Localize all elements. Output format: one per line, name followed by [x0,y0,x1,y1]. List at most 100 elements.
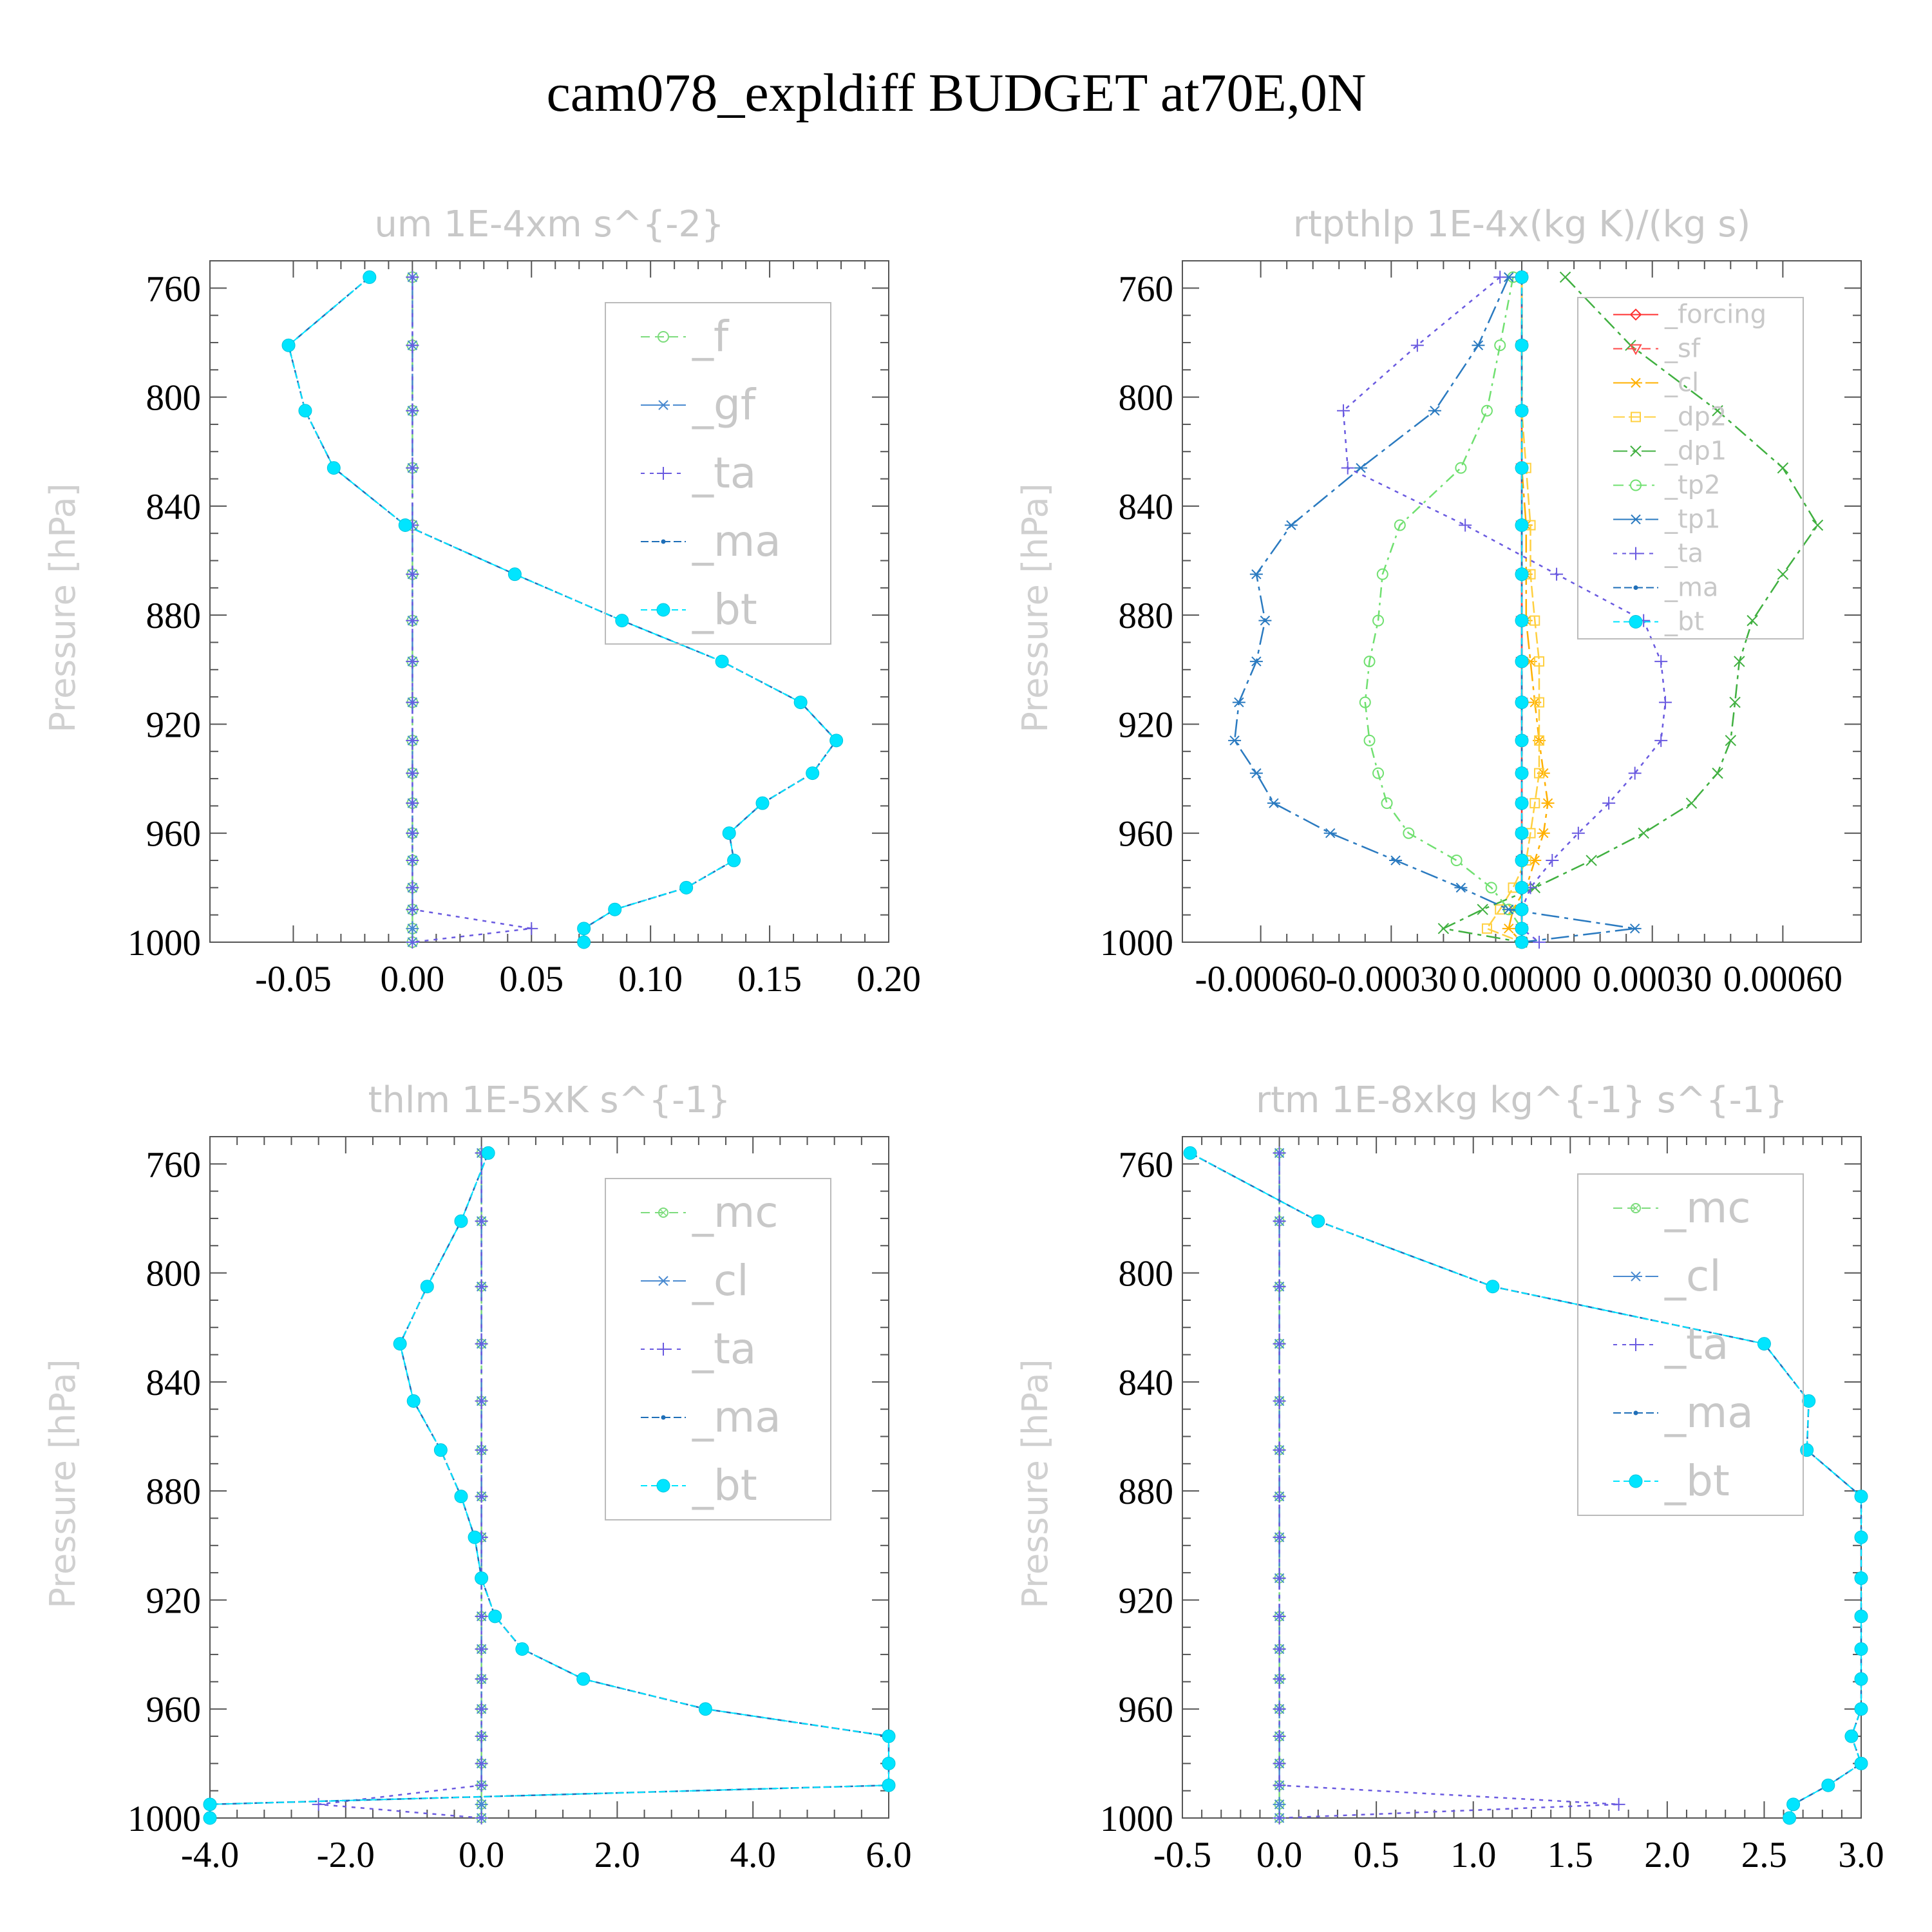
series-marker-bt [1783,1811,1797,1825]
series-marker-tp2 [1485,882,1497,894]
series-marker-bt [1515,270,1529,284]
series-marker-bt [1854,1571,1868,1586]
series-marker-bt [1821,1778,1835,1792]
series-marker-ta [475,1394,488,1408]
legend-entry-gf: _gf [692,380,757,430]
x-tick-label: 0.15 [737,959,802,999]
series-marker-ta [406,567,419,581]
panel-title: rtm 1E-8xkg kg^{-1} s^{-1} [1256,1079,1788,1121]
legend-marker [1629,1271,1642,1282]
legend-entry-mc: _mc [692,1188,779,1237]
series-marker-dp1 [1559,271,1571,283]
series-marker-bt [1854,1672,1868,1686]
series-marker-bt [488,1609,502,1624]
series-marker-bt [755,796,770,810]
series-marker-bt [679,880,694,895]
series-marker-ta [1273,1672,1286,1686]
legend-marker [1629,615,1643,629]
series-marker-bt [327,461,341,475]
legend-marker [657,467,670,480]
legend-marker [1630,445,1642,457]
y-tick-label: 1000 [1100,1799,1173,1839]
series-marker-tp1 [1323,828,1337,838]
legend-entry-ma: _ma [692,516,781,566]
legend-entry-tp1: _tp1 [1664,505,1721,535]
series-marker-ta [1341,461,1354,475]
series-marker-bt [1515,902,1529,916]
legend-entry-dp2: _dp2 [1664,402,1727,432]
series-marker-ta [1571,826,1585,840]
plot-frame [1182,1136,1862,1819]
series-marker-bt [715,654,729,668]
legend-entry-mc: _mc [1664,1183,1751,1233]
series-marker-tp1 [1454,882,1468,893]
legend-entry-forcing: _forcing [1664,300,1766,330]
x-tick-label: 0.00 [380,959,444,999]
series-marker-bt [1515,567,1529,582]
series-marker-ta [1654,734,1668,747]
series-marker-cl [1502,923,1515,934]
series-marker-bt [1515,880,1529,895]
x-tick-label: 1.5 [1548,1835,1593,1875]
legend-marker [661,539,666,544]
series-marker-ta [475,1215,488,1228]
series-marker-bt [1515,461,1529,475]
series-marker-bt [1515,766,1529,781]
series-marker-bt [806,766,820,781]
legend-entry-bt: _bt [1664,607,1704,637]
series-marker-dp1 [1812,519,1824,531]
series-line-ta [1278,1153,1619,1819]
series-marker-dp2 [1481,923,1492,934]
legend: _mc _cl _ta _ma _bt [605,1178,831,1520]
series-group [1183,1146,1868,1825]
legend-marker [1629,1474,1643,1488]
series-marker-tp2 [1450,855,1463,867]
series-marker-tp2 [1394,519,1406,531]
y-tick-label: 760 [146,269,202,309]
y-axis-label: Pressure [hPa] [43,483,83,732]
x-tick-label: 0.05 [499,959,564,999]
series-marker-ta [1459,518,1472,532]
x-tick-label: 0.00060 [1723,959,1842,999]
series-marker-ta [475,1730,488,1743]
x-tick-label: 2.0 [594,1835,640,1875]
series-marker-bt [420,1280,434,1294]
series-marker-bt [1786,1797,1801,1812]
legend-entry-cl: _cl [692,1256,749,1305]
x-tick-label: 0.0 [459,1835,504,1875]
series-marker-tp1 [1249,569,1263,580]
series-marker-bt [1515,796,1529,810]
series-marker-ta [1273,1215,1286,1228]
series-marker-ta [475,1642,488,1656]
series-marker-tp1 [1267,798,1280,808]
legend-entry-bt: _bt [692,585,757,634]
legend-entry-ma: _ma [1664,573,1718,603]
y-tick-label: 1000 [1100,923,1173,963]
series-marker-bt [507,567,522,582]
x-tick-label: 0.00030 [1593,959,1712,999]
y-ticks [1182,260,1861,943]
series-marker-ta [475,1672,488,1686]
series-marker-ta [1658,696,1672,709]
series-marker-bt [481,1146,495,1160]
panel-title: um 1E-4xm s^{-2} [374,204,724,245]
y-tick-label: 800 [1119,1254,1174,1294]
y-tick-label: 960 [146,814,202,855]
legend-entry-bt: _bt [1664,1456,1730,1506]
series-marker-tp2 [1363,656,1376,668]
series-marker-bt [882,1729,896,1743]
plot-frame [209,260,889,943]
series-marker-bt [1486,1280,1500,1294]
series-marker-bt [1515,922,1529,936]
series-marker-ta [406,655,419,668]
series-marker-ta [406,766,419,780]
series-marker-ta [1493,270,1507,284]
series-marker-bt [793,696,808,710]
series-marker-ta [1273,1394,1286,1408]
series-marker-ta [475,1280,488,1293]
series-marker-tp2 [1455,462,1467,474]
legend-marker [657,1276,670,1286]
series-marker-ta [1273,1730,1286,1743]
x-tick-label: -0.5 [1153,1835,1211,1875]
legend-marker [1629,1338,1642,1351]
